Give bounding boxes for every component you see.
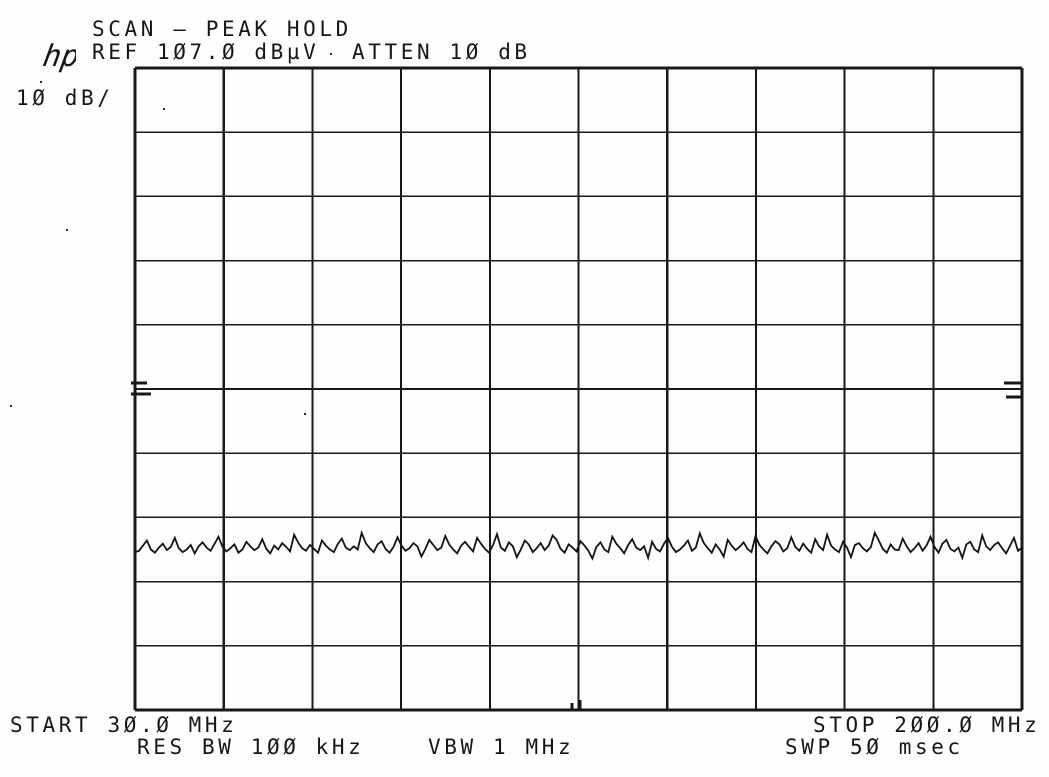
hp-logo: hp — [37, 39, 76, 74]
scan-artifact-dot — [304, 413, 306, 415]
scan-artifact-dot — [40, 81, 42, 83]
hp-logo-text: hp — [37, 39, 76, 74]
scan-mode-label: SCAN — PEAK HOLD — [92, 17, 352, 41]
graticule-minor-ticks — [131, 381, 1022, 710]
plot-svg — [131, 66, 1024, 712]
peak-hold-trace — [134, 529, 1023, 561]
start-freq-label: START 3Ø.Ø MHz — [10, 713, 238, 737]
scan-artifact-dot — [10, 405, 12, 407]
scan-artifact-dot — [66, 229, 68, 231]
ref-level-label: REF 1Ø7.Ø dBµV — [92, 40, 320, 64]
scan-artifact-dot — [330, 53, 332, 55]
graticule — [131, 66, 1024, 712]
atten-label: ATTEN 1Ø dB — [352, 40, 531, 64]
graticule-grid — [133, 66, 1024, 712]
vbw-label: VBW 1 MHz — [428, 735, 575, 759]
scale-per-div-label: 1Ø dB/ — [16, 86, 114, 110]
res-bw-label: RES BW 1ØØ kHz — [137, 735, 365, 759]
swp-label: SWP 5Ø msec — [785, 735, 964, 759]
stop-freq-label: STOP 2ØØ.Ø MHz — [813, 713, 1041, 737]
scan-artifact-dot — [163, 108, 165, 110]
